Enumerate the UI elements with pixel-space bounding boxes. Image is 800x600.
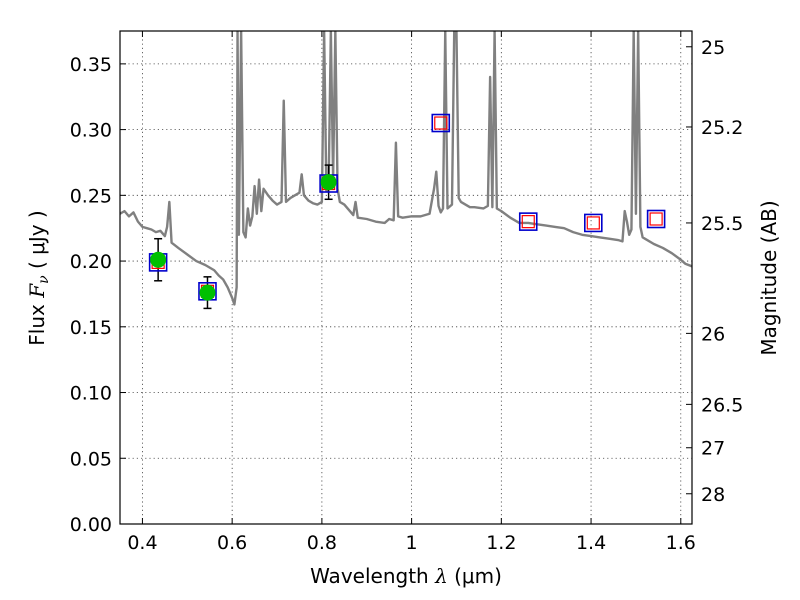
grid (120, 31, 692, 524)
y2-tick-label: 27 (701, 438, 725, 460)
model-square-outer (646, 209, 666, 229)
points-layer (148, 113, 666, 310)
observed-point (150, 251, 167, 268)
y-tick-label: 0.10 (70, 383, 112, 405)
observed-point (199, 284, 216, 301)
y2-tick-label: 25.2 (701, 117, 743, 139)
ticks: 0.4 0.6 0.8 1 1.2 1.4 1.6 0.00 0.05 0.10 0.15 0.20 0… (70, 31, 743, 554)
x-tick-label: 1.6 (666, 532, 696, 554)
y-axis-symbol: F (25, 283, 49, 299)
plot-frame (119, 30, 693, 525)
y-axis-label-text: Flux (25, 304, 49, 346)
model-square-outer (584, 213, 603, 233)
x-tick-label: 1.4 (576, 532, 606, 554)
y-tick-label: 0.30 (70, 120, 112, 142)
y-axis-label: Flux Fν ( μJy ) (25, 210, 52, 345)
y-tick-label: 0.15 (70, 317, 112, 339)
spectrum-line (120, 31, 692, 306)
x-axis-label: Wavelength λ (μm) (310, 564, 502, 588)
x-tick-label: 0.4 (127, 532, 157, 554)
model-square-inner (521, 215, 535, 229)
observed-point (320, 174, 337, 191)
model-square-outer (431, 113, 451, 133)
x-tick-label: 0.6 (217, 532, 247, 554)
y-tick-label: 0.05 (70, 448, 112, 470)
x-axis-symbol: λ (434, 564, 448, 588)
y2-tick-label: 26.5 (701, 394, 743, 416)
y2-tick-label: 25 (701, 37, 725, 59)
y-tick-label: 0.20 (70, 251, 112, 273)
model-square-inner (586, 216, 600, 230)
model-square-inner (649, 212, 663, 226)
y-axis-unit: ( μJy ) (25, 210, 49, 269)
x-tick-label: 1.2 (486, 532, 516, 554)
x-axis-label-text: Wavelength (310, 564, 429, 588)
y-tick-label: 0.25 (70, 185, 112, 207)
y2-axis-label: Magnitude (AB) (757, 200, 781, 355)
y2-tick-label: 28 (701, 484, 725, 506)
y2-tick-label: 26 (701, 323, 725, 345)
x-tick-label: 0.8 (307, 532, 337, 554)
plot-background (120, 31, 692, 524)
series-layer (120, 31, 692, 306)
y2-tick-label: 25.5 (701, 213, 743, 235)
y-tick-label: 0.35 (70, 54, 112, 76)
y-tick-label: 0.00 (70, 514, 112, 536)
x-tick-label: 1 (406, 532, 418, 554)
y-axis-subscript: ν (36, 275, 52, 284)
x-axis-unit: (μm) (454, 564, 502, 588)
model-square-outer (518, 212, 538, 231)
model-square-inner (434, 116, 448, 130)
